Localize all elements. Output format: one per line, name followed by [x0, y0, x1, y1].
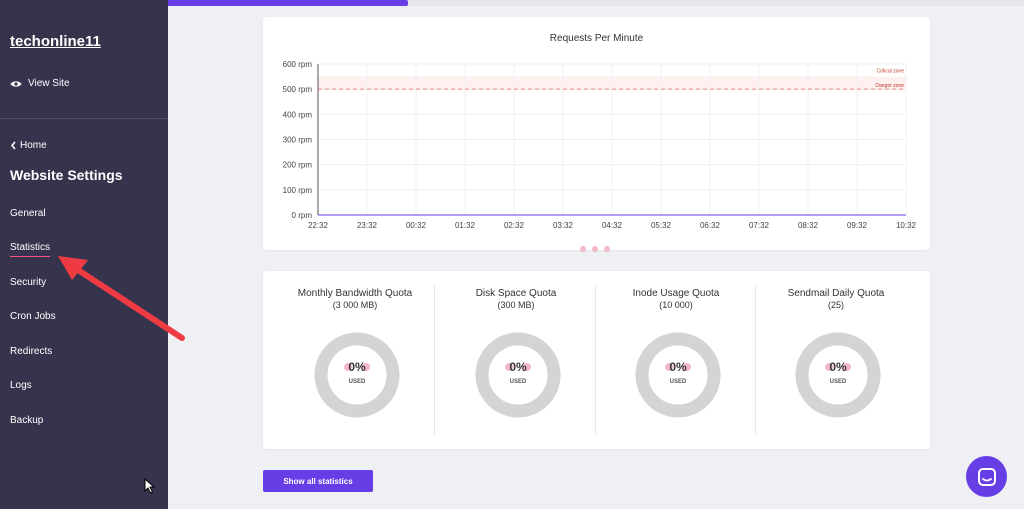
- home-link[interactable]: Home: [10, 140, 47, 151]
- quota-ring: 0% USED: [635, 332, 721, 418]
- x-tick-label: 08:32: [798, 221, 819, 230]
- quota-disk-space: Disk Space Quota (300 MB) 0% USED: [436, 271, 596, 449]
- quota-used-label: USED: [510, 379, 527, 385]
- quota-percent: 0%: [348, 360, 366, 374]
- top-progress-bar: [168, 0, 1024, 6]
- y-tick-label: 400 rpm: [283, 110, 313, 119]
- critical-zone-label: Critical zone: [876, 69, 904, 75]
- dot: [592, 246, 598, 252]
- x-tick-label: 10:32: [896, 221, 917, 230]
- x-tick-label: 04:32: [602, 221, 623, 230]
- loading-dots: [580, 246, 610, 252]
- y-tick-label: 0 rpm: [292, 211, 313, 220]
- x-tick-label: 01:32: [455, 221, 476, 230]
- requests-chart: 0 rpm 100 rpm 200 rpm 300 rpm 400 rpm 500 rpm…: [283, 60, 917, 230]
- quota-percent: 0%: [509, 360, 527, 374]
- home-label: Home: [20, 140, 47, 151]
- chat-icon: [977, 467, 996, 486]
- quota-sendmail-daily: Sendmail Daily Quota (25) 0% USED: [756, 271, 916, 449]
- y-tick-label: 500 rpm: [283, 85, 313, 94]
- quota-inode-usage: Inode Usage Quota (10 000) 0% USED: [596, 271, 756, 449]
- red-arrow-icon: [58, 256, 185, 341]
- quota-percent: 0%: [669, 360, 687, 374]
- x-tick-label: 03:32: [553, 221, 574, 230]
- quota-title: Sendmail Daily Quota: [787, 288, 885, 299]
- quota-ring: 0% USED: [795, 332, 881, 418]
- show-all-statistics-button[interactable]: Show all statistics: [263, 470, 373, 492]
- sidebar-divider: [0, 118, 168, 119]
- sidebar-item-security[interactable]: Security: [10, 277, 47, 288]
- quota-title: Monthly Bandwidth Quota: [297, 288, 413, 299]
- quota-used-label: USED: [670, 379, 687, 385]
- dot: [580, 246, 586, 252]
- site-name-link[interactable]: techonline11: [10, 33, 101, 50]
- quota-separator: [755, 285, 756, 435]
- quota-ring: 0% USED: [475, 332, 561, 418]
- eye-icon: [10, 80, 22, 87]
- quota-subtitle: (3 000 MB): [332, 300, 378, 310]
- sidebar-item-cron-jobs[interactable]: Cron Jobs: [10, 311, 56, 322]
- sidebar-item-redirects[interactable]: Redirects: [10, 346, 53, 357]
- y-tick-label: 300 rpm: [283, 136, 313, 145]
- quota-title: Inode Usage Quota: [632, 288, 720, 299]
- y-tick-label: 100 rpm: [283, 186, 313, 195]
- quota-subtitle: (300 MB): [497, 300, 535, 310]
- sidebar: techonline11 View Site Home Website Sett…: [0, 0, 168, 509]
- sidebar-item-statistics[interactable]: Statistics: [10, 242, 51, 257]
- top-progress-fill: [168, 0, 408, 6]
- quota-card: Monthly Bandwidth Quota (3 000 MB) 0% US…: [263, 271, 930, 449]
- dot: [604, 246, 610, 252]
- sidebar-item-backup[interactable]: Backup: [10, 415, 44, 426]
- quota-separator: [595, 285, 596, 435]
- quota-title: Disk Space Quota: [475, 288, 557, 299]
- x-tick-label: 22:32: [308, 221, 329, 230]
- quota-used-label: USED: [830, 379, 847, 385]
- quota-bandwidth: Monthly Bandwidth Quota (3 000 MB) 0% US…: [275, 271, 435, 449]
- section-title: Website Settings: [10, 167, 123, 183]
- x-tick-label: 23:32: [357, 221, 378, 230]
- view-site-link[interactable]: View Site: [10, 78, 70, 89]
- sidebar-item-logs[interactable]: Logs: [10, 380, 32, 391]
- x-tick-label: 09:32: [847, 221, 868, 230]
- chat-button[interactable]: [966, 456, 1007, 497]
- quota-subtitle: (25): [827, 300, 844, 310]
- chart-title: Requests Per Minute: [549, 33, 644, 44]
- quota-subtitle: (10 000): [659, 300, 693, 310]
- y-tick-label: 600 rpm: [283, 60, 313, 69]
- x-tick-label: 05:32: [651, 221, 672, 230]
- quota-ring: 0% USED: [314, 332, 400, 418]
- x-tick-label: 00:32: [406, 221, 427, 230]
- x-tick-label: 02:32: [504, 221, 525, 230]
- chevron-left-icon: [10, 141, 16, 150]
- quota-percent: 0%: [829, 360, 847, 374]
- sidebar-item-general[interactable]: General: [10, 208, 46, 219]
- quota-used-label: USED: [349, 379, 366, 385]
- danger-zone-label: Danger zone: [875, 83, 904, 89]
- requests-chart-card: Requests Per Minute 0 rpm 100 rpm 200 rpm 3…: [263, 17, 930, 250]
- x-tick-label: 07:32: [749, 221, 770, 230]
- x-tick-label: 06:32: [700, 221, 721, 230]
- view-site-label: View Site: [28, 78, 70, 89]
- y-tick-label: 200 rpm: [283, 161, 313, 170]
- quota-separator: [434, 285, 435, 435]
- mouse-cursor-icon: [144, 478, 156, 494]
